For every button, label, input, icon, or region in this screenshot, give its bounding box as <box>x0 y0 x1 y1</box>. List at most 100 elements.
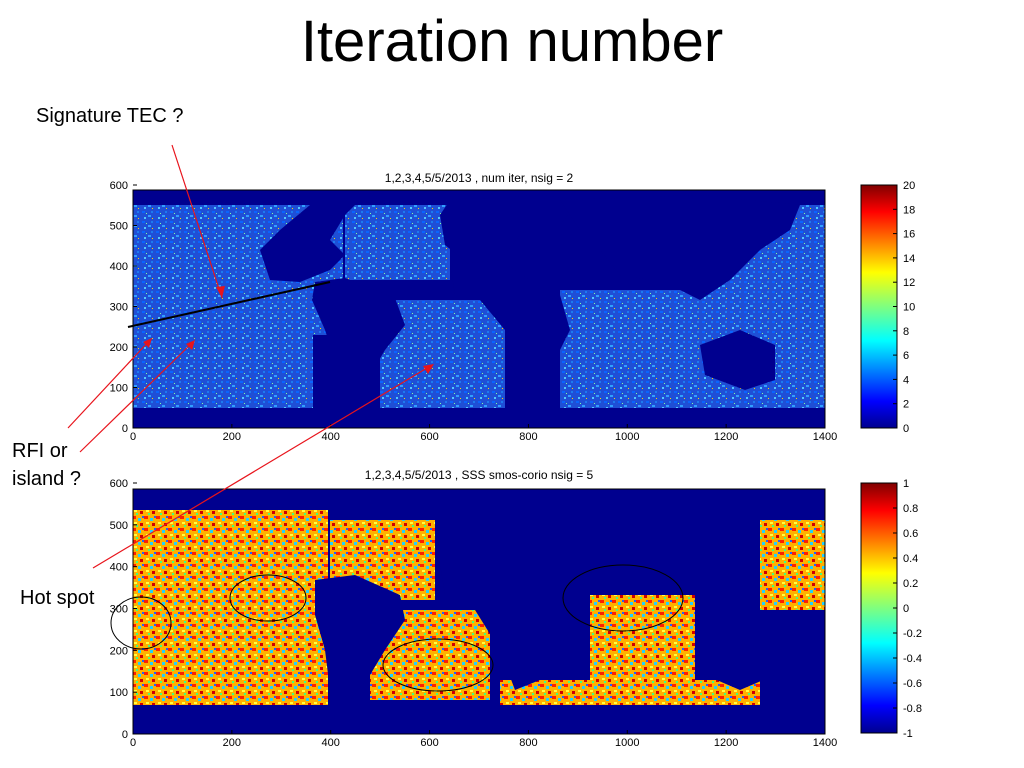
top-y-tick-label: 600 <box>110 180 128 192</box>
top-colorbar-tick-label: 16 <box>903 229 915 241</box>
bottom-heatmap: 0 200 400 600 800 1000 1200 1400 0 100 200 300 400 5… <box>110 478 838 749</box>
bottom-x-tick-label: 600 <box>420 737 438 749</box>
top-land-north-america <box>133 190 380 282</box>
top-colorbar-tick-label: 14 <box>903 253 915 265</box>
bottom-colorbar: 1 0.8 0.6 0.4 0.2 0 -0.2 -0.4 -0.6 -0.8 -1 <box>860 478 922 740</box>
bottom-colorbar-tick-label: 0 <box>903 603 909 615</box>
top-colorbar-tick-label: 4 <box>903 374 909 386</box>
bottom-x-tick-label: 1400 <box>813 737 837 749</box>
top-colorbar-tick-label: 20 <box>903 180 915 192</box>
rfi-arrowhead-1 <box>143 338 152 348</box>
bottom-colorbar-tick-label: -0.2 <box>903 628 922 640</box>
bottom-colorbar-tick-label: 0.8 <box>903 503 918 515</box>
rfi-label-line2: island ? <box>12 468 81 490</box>
rfi-arrowhead-2 <box>186 340 195 350</box>
top-plot-title: 1,2,3,4,5/5/2013 , num iter, nsig = 2 <box>384 171 574 185</box>
top-y-tick-label: 500 <box>110 221 128 233</box>
bottom-x-tick-label: 200 <box>223 737 241 749</box>
bottom-colorbar-tick-label: -0.4 <box>903 653 922 665</box>
top-y-tick-label: 200 <box>110 342 128 354</box>
top-colorbar-gradient <box>860 184 898 429</box>
top-colorbar-tick-label: 6 <box>903 350 909 362</box>
top-swath-atlantic-north <box>345 205 450 280</box>
top-x-tick-label: 1200 <box>714 431 738 443</box>
bottom-x-tick-label: 400 <box>322 737 340 749</box>
top-x-tick-label: 1000 <box>615 431 639 443</box>
bottom-x-ticks: 0 200 400 600 800 1000 1200 1400 <box>130 730 837 749</box>
bottom-colorbar-tick-label: -1 <box>903 728 913 740</box>
bottom-circle-pacific <box>229 574 307 622</box>
bottom-circle-south-atlantic <box>382 638 494 692</box>
bottom-patch-southern-ocean <box>500 680 760 705</box>
top-x-tick-label: 800 <box>519 431 537 443</box>
slide-title: Iteration number <box>300 9 724 74</box>
bottom-land-south-america <box>315 575 405 700</box>
signature-tec-arrowhead <box>216 286 225 298</box>
bottom-y-ticks: 0 100 200 300 400 500 600 <box>110 478 137 741</box>
top-x-tick-label: 1400 <box>813 431 837 443</box>
top-x-ticks: 0 200 400 600 800 1000 1200 1400 <box>130 424 837 443</box>
annotation-arrows <box>67 144 434 569</box>
signature-tec-label: Signature TEC ? <box>36 105 184 127</box>
bottom-colorbar-tick-label: 0.4 <box>903 553 918 565</box>
hot-spot-arrowhead <box>423 364 434 374</box>
top-x-tick-label: 0 <box>130 431 136 443</box>
top-land-europe <box>440 195 580 265</box>
hot-spot-arrow <box>92 364 433 569</box>
top-land-africa <box>450 260 570 385</box>
bottom-patch-pacific <box>133 510 328 705</box>
bottom-y-tick-label: 200 <box>110 645 128 657</box>
top-colorbar-tick-label: 12 <box>903 277 915 289</box>
top-heatmap: 0 200 400 600 800 1000 1200 1400 0 100 200 300 400 5… <box>110 180 838 443</box>
bottom-land-africa <box>440 560 570 690</box>
top-heatmap-frame <box>132 189 826 429</box>
bottom-colorbar-tick-label: -0.8 <box>903 703 922 715</box>
hot-spot-label: Hot spot <box>20 587 95 609</box>
top-colorbar: 0 2 4 6 8 10 12 14 16 18 20 <box>860 180 915 435</box>
bottom-colorbar-gradient <box>860 482 898 734</box>
top-colorbar-tick-label: 0 <box>903 423 909 435</box>
bottom-circle-indian <box>562 564 684 632</box>
bottom-circle-west <box>110 596 172 650</box>
bottom-colorbar-tick-label: 0.2 <box>903 578 918 590</box>
bottom-patch-pacific-far-west <box>760 520 825 610</box>
top-x-tick-label: 400 <box>322 431 340 443</box>
top-y-tick-label: 300 <box>110 302 128 314</box>
rfi-arrow-1 <box>67 339 151 429</box>
bottom-colorbar-tick-label: 1 <box>903 478 909 490</box>
rfi-arrow-2 <box>79 341 194 453</box>
signature-tec-arrow <box>171 144 223 299</box>
top-colorbar-tick-label: 8 <box>903 326 909 338</box>
top-land-south-america <box>312 278 405 408</box>
bottom-y-tick-label: 300 <box>110 604 128 616</box>
top-land-asia <box>560 195 800 300</box>
bottom-colorbar-ticks: 1 0.8 0.6 0.4 0.2 0 -0.2 -0.4 -0.6 -0.8 -1 <box>893 478 922 740</box>
bottom-y-tick-label: 600 <box>110 478 128 490</box>
bottom-y-tick-label: 0 <box>122 729 128 741</box>
top-y-tick-label: 0 <box>122 423 128 435</box>
bottom-plot-title: 1,2,3,4,5/5/2013 , SSS smos-corio nsig =… <box>364 468 594 482</box>
bottom-colorbar-tick-label: 0.6 <box>903 528 918 540</box>
top-colorbar-tick-label: 18 <box>903 204 915 216</box>
rfi-label-line1: RFI or <box>12 440 68 462</box>
top-colorbar-tick-label: 2 <box>903 399 909 411</box>
bottom-y-tick-label: 400 <box>110 562 128 574</box>
bottom-land-australia <box>700 625 775 690</box>
top-land-antarctica <box>133 408 825 428</box>
top-y-ticks: 0 100 200 300 400 500 600 <box>110 180 137 435</box>
top-y-tick-label: 400 <box>110 261 128 273</box>
bottom-x-tick-label: 0 <box>130 737 136 749</box>
tec-black-line <box>127 281 331 328</box>
bottom-land-antarctica <box>133 705 825 734</box>
top-x-tick-label: 600 <box>420 431 438 443</box>
top-x-tick-label: 200 <box>223 431 241 443</box>
bottom-y-tick-label: 100 <box>110 687 128 699</box>
top-colorbar-ticks: 0 2 4 6 8 10 12 14 16 18 20 <box>893 180 915 435</box>
top-land-australia <box>700 330 775 390</box>
bottom-heatmap-frame <box>132 488 826 735</box>
bottom-colorbar-tick-label: -0.6 <box>903 678 922 690</box>
bottom-x-tick-label: 800 <box>519 737 537 749</box>
bottom-x-tick-label: 1200 <box>714 737 738 749</box>
top-y-tick-label: 100 <box>110 383 128 395</box>
